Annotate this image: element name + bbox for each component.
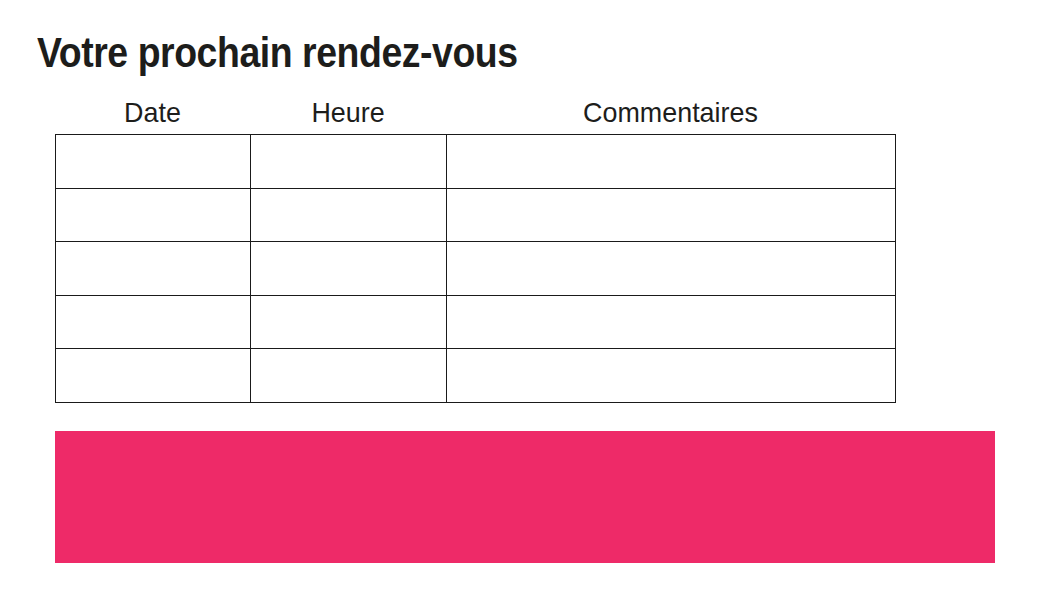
table-row: [56, 135, 896, 189]
table-cell: [447, 135, 896, 189]
table-cell: [56, 188, 251, 242]
table-row: [56, 295, 896, 349]
page-title: Votre prochain rendez-vous: [37, 31, 518, 74]
appointment-table-area: Date Heure Commentaires: [55, 94, 895, 403]
table-cell: [56, 295, 251, 349]
table-row: [56, 188, 896, 242]
table-row: [56, 242, 896, 296]
table-cell: [251, 188, 447, 242]
table-cell: [56, 349, 251, 403]
table-cell: [56, 242, 251, 296]
table-cell: [447, 188, 896, 242]
appointment-table: [55, 134, 896, 403]
pink-highlight-banner: [55, 431, 995, 563]
table-cell: [447, 242, 896, 296]
table-cell: [251, 295, 447, 349]
table-cell: [251, 135, 447, 189]
table-cell: [447, 349, 896, 403]
table-header-row: Date Heure Commentaires: [55, 94, 895, 134]
document-page: Votre prochain rendez-vous Date Heure Co…: [0, 0, 1050, 600]
table-cell: [56, 135, 251, 189]
column-header-commentaires: Commentaires: [455, 99, 886, 134]
column-header-date: Date: [59, 99, 246, 134]
table-cell: [251, 242, 447, 296]
table-cell: [251, 349, 447, 403]
table-cell: [447, 295, 896, 349]
table-row: [56, 349, 896, 403]
column-header-heure: Heure: [254, 99, 442, 134]
